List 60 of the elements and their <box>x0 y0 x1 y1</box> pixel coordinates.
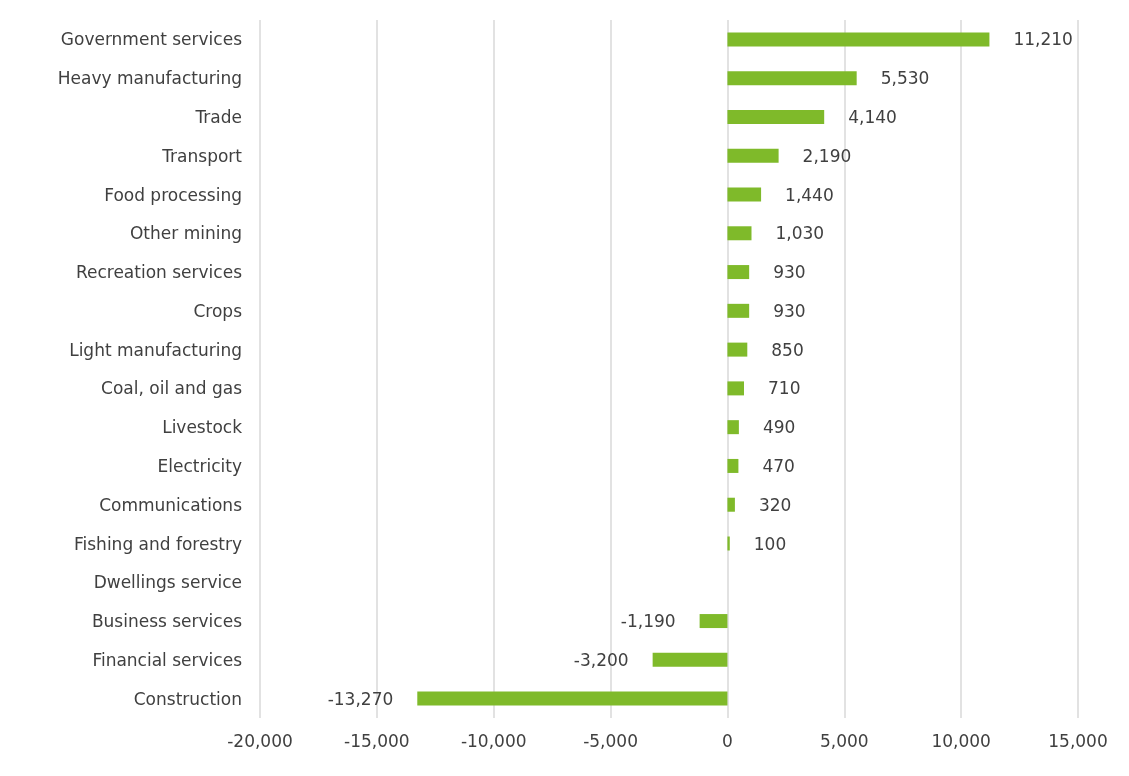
bar <box>727 226 752 241</box>
data-label: 100 <box>753 533 787 554</box>
y-tick-label: Electricity <box>157 455 242 476</box>
x-tick-label: 5,000 <box>819 730 869 751</box>
data-label: 11,210 <box>1013 29 1073 50</box>
data-label: 470 <box>762 455 795 476</box>
bar <box>727 536 730 551</box>
y-tick-label: Coal, oil and gas <box>101 378 243 399</box>
y-tick-label: Light manufacturing <box>69 339 242 360</box>
data-label: 320 <box>758 494 792 515</box>
data-label: 710 <box>768 378 801 399</box>
bar <box>727 265 750 280</box>
y-tick-label: Fishing and forestry <box>73 533 242 554</box>
y-tick-label: Communications <box>99 494 243 515</box>
x-tick-label: 15,000 <box>1048 730 1108 751</box>
data-label: 490 <box>762 417 796 438</box>
x-tick-label: -15,000 <box>344 730 410 751</box>
y-tick-label: Other mining <box>129 223 242 244</box>
y-tick-label: Food processing <box>104 184 242 205</box>
y-tick-label: Government services <box>60 29 243 50</box>
bar <box>727 497 735 512</box>
y-tick-label: Construction <box>133 688 242 709</box>
bar <box>652 652 728 667</box>
bar <box>727 458 739 473</box>
data-label: 2,190 <box>802 145 852 166</box>
bar <box>727 420 739 435</box>
data-label: 4,140 <box>848 106 897 127</box>
x-tick-label: -5,000 <box>583 730 638 751</box>
data-label: 930 <box>773 300 806 321</box>
y-tick-label: Business services <box>91 611 243 632</box>
y-tick-label: Heavy manufacturing <box>57 68 242 89</box>
bar <box>727 303 750 318</box>
data-label: 5,530 <box>880 68 930 89</box>
x-tick-label: -20,000 <box>227 730 293 751</box>
x-tick-label: -10,000 <box>460 730 527 751</box>
data-label: 850 <box>771 339 804 360</box>
bar <box>727 71 857 86</box>
data-label: -1,190 <box>620 611 676 632</box>
bar <box>727 381 745 396</box>
y-tick-label: Transport <box>161 145 243 166</box>
data-label: -13,270 <box>327 688 394 709</box>
x-tick-label: 0 <box>722 730 733 751</box>
bar <box>417 691 728 706</box>
bar <box>727 32 990 47</box>
bar <box>699 614 728 629</box>
data-label: -3,200 <box>573 649 629 670</box>
data-label: 1,030 <box>775 223 825 244</box>
bar <box>727 187 762 202</box>
y-tick-label: Financial services <box>92 649 243 670</box>
bar <box>727 342 748 357</box>
y-tick-label: Crops <box>193 300 243 321</box>
bar <box>727 109 825 124</box>
data-label: 930 <box>773 262 806 283</box>
data-label: 1,440 <box>785 184 834 205</box>
x-tick-label: 10,000 <box>931 730 991 751</box>
y-tick-label: Dwellings service <box>93 572 242 593</box>
y-tick-label: Trade <box>194 106 242 127</box>
y-tick-label: Recreation services <box>75 262 243 283</box>
y-tick-label: Livestock <box>162 417 243 438</box>
bar <box>727 148 779 163</box>
